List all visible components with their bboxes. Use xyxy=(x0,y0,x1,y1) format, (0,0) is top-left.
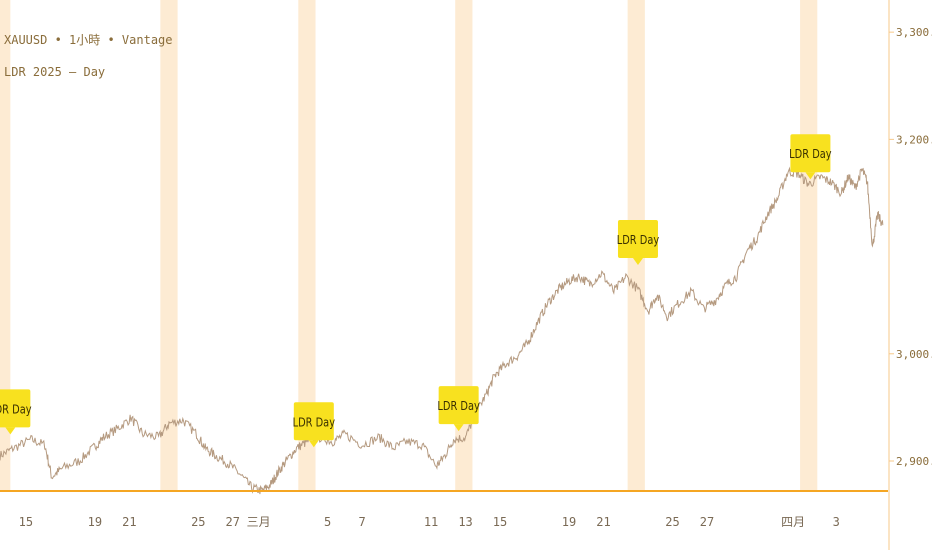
marker-box xyxy=(0,389,31,428)
x-axis: 15 19 21 25 27 三月 5 7 11 13 15 19 21 25 27 四月 3 xyxy=(0,490,888,529)
x-tick-label: 四月 xyxy=(781,515,805,529)
ldr-markers: LDR Day LDR Day LDR Day LDR Day LDR Day xyxy=(0,134,832,448)
highlight-band xyxy=(298,0,316,491)
highlight-band xyxy=(160,0,178,491)
marker-pointer xyxy=(5,427,16,435)
x-tick-label: 19 xyxy=(88,515,102,529)
ldr-day-marker: LDR Day xyxy=(789,134,832,180)
ldr-day-marker: LDR Day xyxy=(617,220,660,266)
marker-box xyxy=(438,386,479,425)
y-tick-label: 3,200.00 xyxy=(896,133,932,146)
x-tick-label: 25 xyxy=(665,515,679,529)
x-tick-label: 21 xyxy=(122,515,136,529)
highlight-band xyxy=(0,0,11,491)
marker-label: LDR Day xyxy=(0,402,32,416)
x-tick-label: 三月 xyxy=(247,515,271,529)
x-tick-label: 13 xyxy=(458,515,472,529)
x-tick-label: 21 xyxy=(596,515,610,529)
highlight-band xyxy=(455,0,473,491)
y-tick-label: 3,300.00 xyxy=(896,26,932,39)
x-tick-label: 27 xyxy=(700,515,714,529)
price-line xyxy=(0,166,884,495)
marker-label: LDR Day xyxy=(617,233,660,247)
x-tick-label: 7 xyxy=(358,515,365,529)
marker-pointer xyxy=(453,424,464,432)
x-tick-label: 3 xyxy=(833,515,840,529)
x-tick-label: 25 xyxy=(191,515,205,529)
y-axis: 2,900.00 3,000.00 3,200.00 3,300.00 xyxy=(888,0,932,550)
x-tick-label: 15 xyxy=(19,515,33,529)
highlight-bands xyxy=(0,0,818,491)
y-tick-label: 3,000.00 xyxy=(896,348,932,361)
marker-pointer xyxy=(632,258,643,266)
ldr-day-marker: LDR Day xyxy=(293,402,336,448)
marker-pointer xyxy=(805,172,816,180)
price-series xyxy=(0,166,884,495)
x-tick-label: 27 xyxy=(226,515,240,529)
marker-box xyxy=(293,402,334,441)
x-tick-label: 15 xyxy=(493,515,507,529)
marker-label: LDR Day xyxy=(293,415,336,429)
y-tick-label: 2,900.00 xyxy=(896,455,932,468)
x-tick-label: 11 xyxy=(424,515,438,529)
chart-legend-indicator: LDR 2025 — Day xyxy=(4,65,106,79)
chart-legend-symbol: XAUUSD • 1小時 • Vantage xyxy=(4,33,173,47)
ldr-day-marker: LDR Day xyxy=(437,386,480,432)
marker-label: LDR Day xyxy=(789,147,832,161)
marker-label: LDR Day xyxy=(437,399,480,413)
marker-pointer xyxy=(308,440,319,448)
marker-box xyxy=(617,220,658,259)
ldr-day-marker: LDR Day xyxy=(0,389,32,435)
x-tick-label: 5 xyxy=(324,515,331,529)
highlight-band xyxy=(800,0,818,491)
x-tick-label: 19 xyxy=(562,515,576,529)
marker-box xyxy=(790,134,831,173)
